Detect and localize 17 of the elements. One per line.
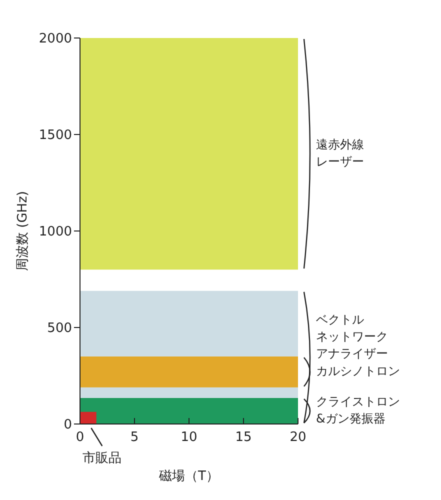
y-tick-label: 1500: [38, 128, 72, 144]
text: 市販品: [82, 451, 122, 466]
band-label: カルシノトロン: [316, 364, 400, 378]
y-tick-label: 0: [64, 418, 72, 433]
band-label: クライストロン&ガン発振器: [316, 394, 400, 426]
x-tick-label: 10: [180, 430, 198, 446]
x-tick-label: 0: [76, 430, 84, 446]
y-axis-title: 周波数 (GHz): [16, 191, 31, 271]
y-tick-label: 500: [47, 321, 72, 336]
band-label: 遠赤外線レーザー: [316, 138, 364, 169]
y-tick-label: 1000: [38, 224, 72, 240]
y-tick-label: 2000: [38, 32, 72, 47]
x-tick-label: 20: [290, 430, 306, 446]
x-tick-label: 15: [235, 430, 252, 446]
x-axis-title: 磁場（T）: [158, 469, 219, 484]
x-tick-label: 5: [130, 430, 139, 446]
band-label: ベクトルネットワークアナライザー: [316, 312, 388, 361]
